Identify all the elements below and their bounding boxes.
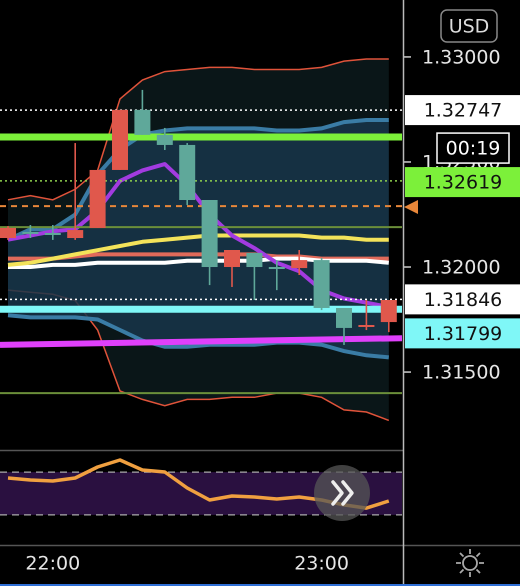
candle-body bbox=[358, 325, 375, 327]
countdown-label: 00:19 bbox=[446, 138, 501, 160]
scroll-button[interactable] bbox=[314, 465, 370, 521]
candle-body bbox=[313, 260, 330, 308]
price-tag-label: 1.32619 bbox=[424, 172, 503, 194]
y-tick-label: 1.31500 bbox=[422, 362, 501, 384]
scroll-chevrons[interactable] bbox=[331, 480, 354, 506]
settings-icon[interactable] bbox=[462, 555, 478, 571]
candle-body bbox=[67, 230, 84, 239]
y-tick-label: 1.32000 bbox=[422, 257, 501, 279]
candle-body bbox=[179, 144, 196, 200]
price-tag-label: 1.32747 bbox=[424, 100, 503, 122]
settings-rays[interactable] bbox=[456, 549, 484, 577]
candle-body bbox=[111, 109, 128, 170]
price-tag-label: 1.31846 bbox=[424, 289, 503, 311]
currency-label[interactable]: USD bbox=[449, 16, 490, 38]
candle-body bbox=[335, 307, 352, 328]
band-upper bbox=[7, 58, 389, 201]
band-upper bbox=[7, 118, 389, 242]
currency-button[interactable]: USD bbox=[440, 9, 498, 43]
alert-marker bbox=[404, 200, 418, 214]
price-axis: 1.330001.325001.320001.315001.3274700:19… bbox=[403, 46, 520, 384]
candle-body bbox=[156, 134, 173, 145]
price-pane bbox=[0, 58, 402, 422]
price-tag bbox=[405, 167, 520, 198]
candle-body bbox=[380, 300, 397, 323]
candle-body bbox=[89, 169, 106, 228]
price-tag bbox=[405, 284, 520, 315]
price-tag-label: 1.31799 bbox=[424, 323, 503, 345]
candle-body bbox=[268, 267, 285, 270]
currency-button-frame[interactable] bbox=[440, 9, 498, 43]
settings-button[interactable] bbox=[456, 549, 484, 577]
overlay-line bbox=[7, 233, 389, 267]
countdown-box bbox=[436, 132, 510, 164]
trend-line bbox=[0, 335, 402, 348]
candle-body bbox=[246, 252, 263, 268]
candle-body bbox=[201, 200, 218, 268]
candle-body bbox=[0, 227, 16, 239]
y-tick-label: 1.33000 bbox=[422, 46, 501, 68]
candle-body bbox=[291, 260, 308, 269]
price-tag bbox=[405, 318, 520, 349]
candle-body bbox=[22, 231, 39, 234]
candle-body bbox=[44, 232, 61, 235]
x-tick-label: 23:00 bbox=[294, 553, 349, 575]
band-lower bbox=[7, 313, 389, 360]
x-tick-label: 22:00 bbox=[25, 553, 80, 575]
price-tag bbox=[405, 95, 520, 126]
candle-body bbox=[223, 250, 240, 268]
candle-body bbox=[134, 109, 151, 135]
